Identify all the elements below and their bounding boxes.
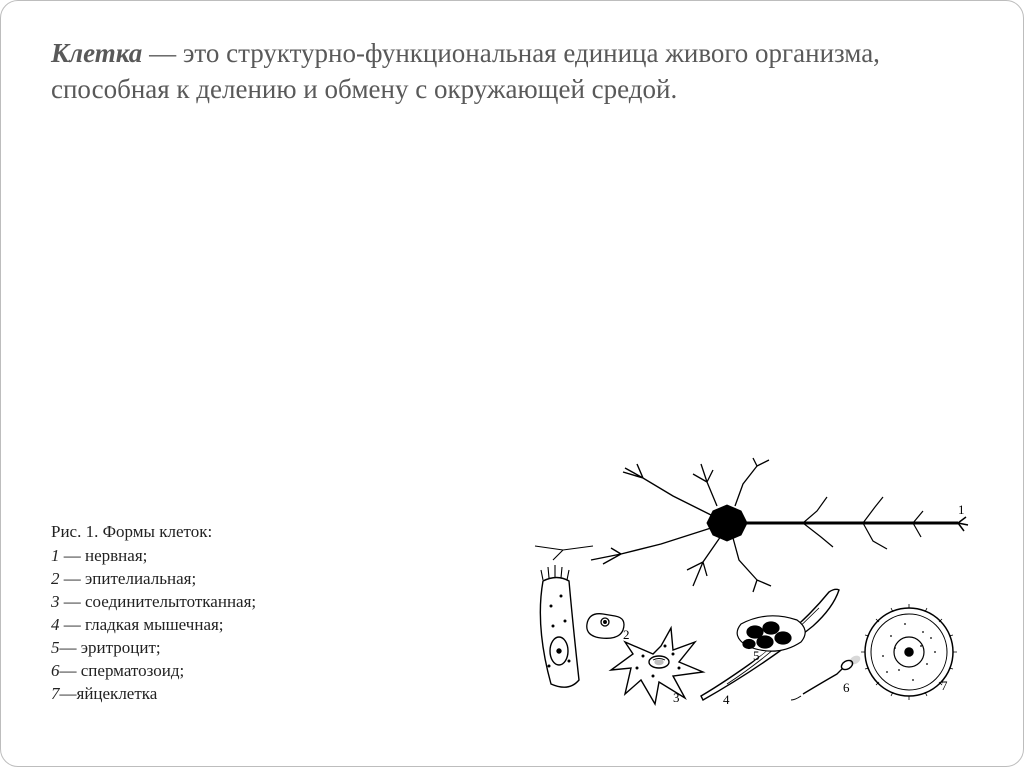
caption-line-1: 1 — нервная; bbox=[51, 545, 256, 568]
figure-label-4: 4 bbox=[723, 692, 730, 706]
definition-block: Клетка — это структурно-функциональная е… bbox=[51, 35, 971, 108]
figure-label-5: 5 bbox=[753, 648, 760, 663]
epithelial-icon bbox=[540, 565, 579, 687]
caption-title: Рис. 1. Формы клеток: bbox=[51, 521, 256, 544]
neuron-icon bbox=[535, 458, 968, 592]
figure-label-1: 1 bbox=[958, 502, 965, 517]
figure-label-3: 3 bbox=[673, 690, 680, 705]
definition-period: . bbox=[670, 74, 677, 104]
cell-figure: 1 bbox=[503, 456, 973, 706]
sperm-icon bbox=[791, 655, 861, 700]
caption-line-3: 3 — соединителытотканная; bbox=[51, 591, 256, 614]
definition-term: Клетка bbox=[51, 38, 142, 68]
caption-line-2: 2 — эпителиальная; bbox=[51, 568, 256, 591]
lower-row: Рис. 1. Формы клеток: 1 — нервная; 2 — э… bbox=[51, 456, 973, 706]
amoeba-icon bbox=[587, 614, 624, 639]
definition-sep: — bbox=[142, 38, 183, 68]
figure-label-7: 7 bbox=[941, 678, 948, 693]
caption-line-5: 5— эритроцит; bbox=[51, 637, 256, 660]
figure-caption: Рис. 1. Формы клеток: 1 — нервная; 2 — э… bbox=[51, 521, 256, 707]
slide: Клетка — это структурно-функциональная е… bbox=[0, 0, 1024, 767]
figure-label-2: 2 bbox=[623, 627, 630, 642]
caption-line-6: 6— сперматозоид; bbox=[51, 660, 256, 683]
figure-label-6: 6 bbox=[843, 680, 850, 695]
caption-line-7: 7—яйцеклетка bbox=[51, 683, 256, 706]
erythrocyte-icon bbox=[737, 616, 805, 651]
caption-line-4: 4 — гладкая мышечная; bbox=[51, 614, 256, 637]
